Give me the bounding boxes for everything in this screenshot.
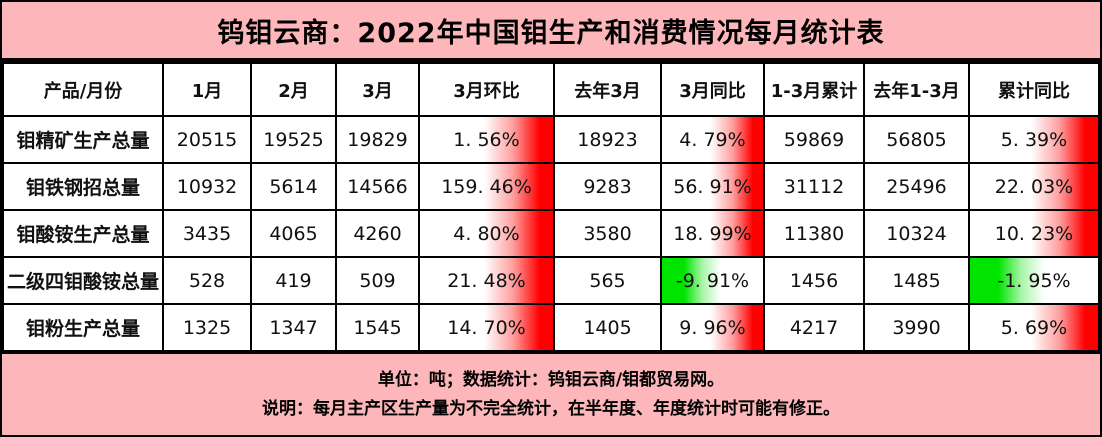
value-cell: 4260 xyxy=(335,209,420,258)
row-label: 钼精矿生产总量 xyxy=(2,115,164,164)
column-header-cell: 累计同比 xyxy=(968,62,1100,117)
value-cell: 14566 xyxy=(335,162,420,211)
column-header-cell: 3月同比 xyxy=(660,62,765,117)
column-header-cell: 3月环比 xyxy=(418,62,555,117)
header-row: 产品/月份 1月 2月 3月 3月环比 去年3月 3月同比 1-3月累计 去年1-3月 累计同比 xyxy=(2,62,1100,117)
value-cell: 56805 xyxy=(863,115,970,164)
trend-value-cell: -9. 91% xyxy=(660,256,765,305)
table-body: 钼精矿生产总量 20515 19525 19829 1. 56% 18923 4. 79% 5… xyxy=(2,115,1100,352)
row-label: 钼酸铵生产总量 xyxy=(2,209,164,258)
column-header-cell: 去年3月 xyxy=(553,62,662,117)
value-cell: 3990 xyxy=(863,303,970,352)
table-row: 钼酸铵生产总量 3435 4065 4260 4. 80% 3580 18. 99% 1138… xyxy=(2,209,1100,258)
row-label: 二级四钼酸铵总量 xyxy=(2,256,164,305)
table-row: 钼铁钢招总量 10932 5614 14566 159. 46% 9283 56. 91% 3… xyxy=(2,162,1100,211)
note-unit-source: 单位：吨；数据统计：钨钼云商/钼都贸易网。 xyxy=(377,370,725,391)
column-header-cell: 1月 xyxy=(162,62,252,117)
trend-value-cell: 5. 39% xyxy=(968,115,1100,164)
value-cell: 528 xyxy=(162,256,252,305)
row-label: 钼粉生产总量 xyxy=(2,303,164,352)
column-header-cell: 3月 xyxy=(335,62,420,117)
trend-value-cell: 4. 79% xyxy=(660,115,765,164)
table-notes: 单位：吨；数据统计：钨钼云商/钼都贸易网。 说明：每月主产区生产量为不完全统计，… xyxy=(2,352,1100,435)
row-label: 钼铁钢招总量 xyxy=(2,162,164,211)
column-header-cell: 去年1-3月 xyxy=(863,62,970,117)
trend-value-cell: 22. 03% xyxy=(968,162,1100,211)
value-cell: 419 xyxy=(250,256,337,305)
trend-value-cell: 159. 46% xyxy=(418,162,555,211)
value-cell: 10932 xyxy=(162,162,252,211)
value-cell: 19525 xyxy=(250,115,337,164)
trend-value-cell: 21. 48% xyxy=(418,256,555,305)
value-cell: 4065 xyxy=(250,209,337,258)
corner-header-cell: 产品/月份 xyxy=(2,62,164,117)
value-cell: 1485 xyxy=(863,256,970,305)
value-cell: 19829 xyxy=(335,115,420,164)
value-cell: 1456 xyxy=(763,256,865,305)
value-cell: 4217 xyxy=(763,303,865,352)
trend-value-cell: 4. 80% xyxy=(418,209,555,258)
trend-value-cell: 18. 99% xyxy=(660,209,765,258)
value-cell: 20515 xyxy=(162,115,252,164)
value-cell: 31112 xyxy=(763,162,865,211)
statistics-table: 产品/月份 1月 2月 3月 3月环比 去年3月 3月同比 1-3月累计 去年1-3月 累计同比 … xyxy=(2,62,1100,352)
value-cell: 59869 xyxy=(763,115,865,164)
trend-value-cell: 10. 23% xyxy=(968,209,1100,258)
page-title: 钨钼云商：2022年中国钼生产和消费情况每月统计表 xyxy=(2,2,1100,62)
column-header-cell: 2月 xyxy=(250,62,337,117)
value-cell: 25496 xyxy=(863,162,970,211)
value-cell: 5614 xyxy=(250,162,337,211)
trend-value-cell: 9. 96% xyxy=(660,303,765,352)
table-row: 钼粉生产总量 1325 1347 1545 14. 70% 1405 9. 96% 4217 3… xyxy=(2,303,1100,352)
value-cell: 565 xyxy=(553,256,662,305)
table-row: 钼精矿生产总量 20515 19525 19829 1. 56% 18923 4. 79% 5… xyxy=(2,115,1100,164)
trend-value-cell: 5. 69% xyxy=(968,303,1100,352)
value-cell: 1545 xyxy=(335,303,420,352)
value-cell: 509 xyxy=(335,256,420,305)
column-header-cell: 1-3月累计 xyxy=(763,62,865,117)
trend-value-cell: 1. 56% xyxy=(418,115,555,164)
value-cell: 9283 xyxy=(553,162,662,211)
table-row: 二级四钼酸铵总量 528 419 509 21. 48% 565 -9. 91% 1456 14… xyxy=(2,256,1100,305)
value-cell: 1347 xyxy=(250,303,337,352)
value-cell: 10324 xyxy=(863,209,970,258)
trend-value-cell: 14. 70% xyxy=(418,303,555,352)
value-cell: 1325 xyxy=(162,303,252,352)
value-cell: 3580 xyxy=(553,209,662,258)
value-cell: 3435 xyxy=(162,209,252,258)
trend-value-cell: -1. 95% xyxy=(968,256,1100,305)
value-cell: 11380 xyxy=(763,209,865,258)
note-disclaimer: 说明：每月主产区生产量为不完全统计，在半年度、年度统计时可能有修正。 xyxy=(262,398,840,419)
value-cell: 18923 xyxy=(553,115,662,164)
value-cell: 1405 xyxy=(553,303,662,352)
trend-value-cell: 56. 91% xyxy=(660,162,765,211)
